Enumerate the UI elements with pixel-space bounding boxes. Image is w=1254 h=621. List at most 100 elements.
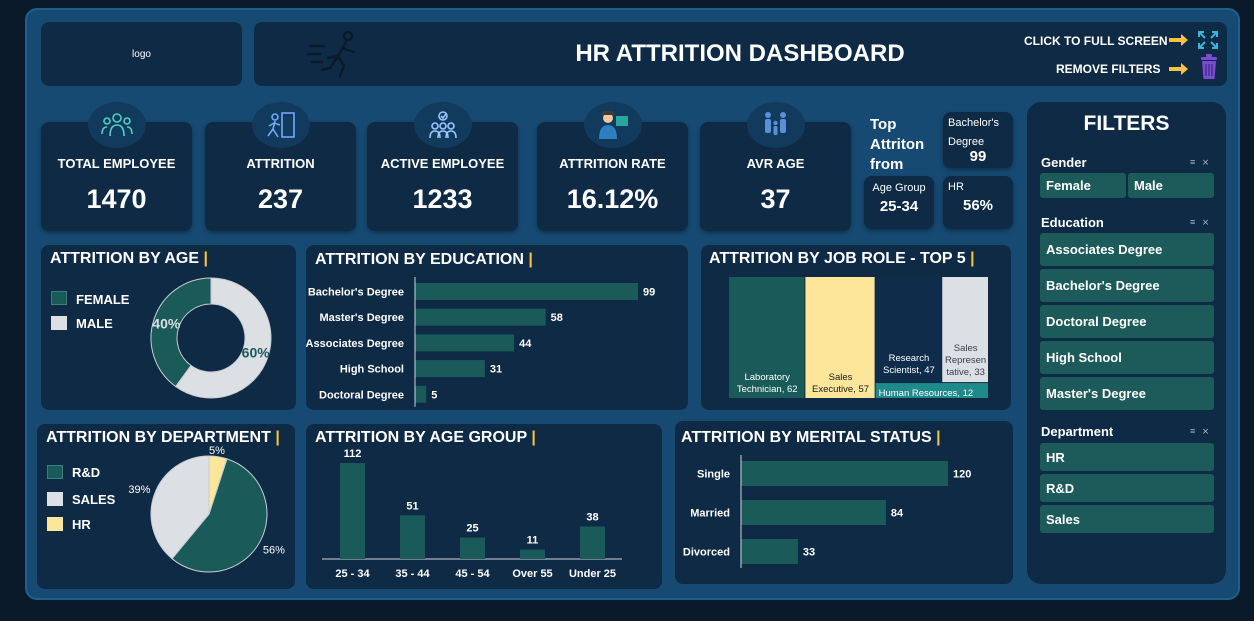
age-group-bar-chart: 112 25 - 34 51 35 - 44 25 45 - 54 11 Over 55 38 U… [322,448,622,580]
legend-label: SALES [72,492,116,507]
bar[interactable] [460,537,485,559]
category-label: Over 55 [512,568,552,580]
data-label: 51 [406,500,418,512]
full-screen-link[interactable]: CLICK TO FULL SCREEN [1014,30,1219,52]
legend-swatch-hr [47,517,63,531]
bar[interactable] [741,500,886,525]
logo-text: logo [132,48,151,60]
data-label: 25 [466,523,478,535]
filter-group-education: Education [1041,215,1104,230]
treemap-cell[interactable] [942,277,988,383]
cell-label: Technician, 62 [737,384,798,395]
attrition-by-job-role-panel: ATTRITION BY JOB ROLE - TOP 5 | Laborato… [701,245,1011,410]
kpi-value: 1470 [86,184,147,214]
header-panel: HR ATTRITION DASHBOARD CLICK TO FULL SCR… [254,22,1227,86]
chart-title-text: ATTRITION BY JOB ROLE - TOP 5 [709,250,966,267]
category-label: 35 - 44 [395,568,430,580]
bar[interactable] [520,549,545,559]
dashboard-title: HR ATTRITION DASHBOARD [575,40,905,67]
data-label: 56% [263,545,285,557]
data-label: 5% [209,445,225,457]
top-department-card: HR 56% [943,176,1013,229]
top-education-card: Bachelor's Degree 99 [943,112,1013,168]
treemap-cell[interactable] [875,277,942,383]
kpi-label: ATTRITION [246,156,315,171]
treemap-cell[interactable] [875,383,988,398]
chart-title: ATTRITION BY EDUCATION | [315,251,533,269]
logo-panel: logo [41,22,242,86]
filter-option-rd[interactable]: R&D [1040,474,1214,502]
cell-label: Represen [945,355,986,366]
category-label: High School [340,364,404,376]
age-donut-chart: 40% 60% [150,277,272,399]
people-group-icon [87,102,146,148]
filter-option-high-school[interactable]: High School [1040,341,1214,374]
filter-option-sales[interactable]: Sales [1040,505,1214,533]
filter-option-female[interactable]: Female [1040,173,1126,198]
cell-label: Human Resources, 12 [879,388,974,399]
title-marker: | [936,429,941,446]
department-pie-chart: 56% 39% 5% [128,445,285,573]
bar[interactable] [340,463,365,559]
family-icon [746,102,805,148]
cell-label: Sales [954,343,978,354]
filter-group-department: Department [1041,424,1114,439]
filter-option-male[interactable]: Male [1128,173,1214,198]
remove-filters-label: REMOVE FILTERS [1056,62,1161,76]
category-label: Under 25 [569,568,616,580]
bar[interactable] [580,526,605,559]
kpi-value: 237 [257,184,304,214]
donut-slice[interactable] [175,277,272,399]
remove-filters-link[interactable]: REMOVE FILTERS [1044,54,1219,82]
bar[interactable] [415,360,485,378]
treemap-cell[interactable] [729,277,805,398]
data-label: 40% [152,315,181,331]
cell-label: Research [889,353,930,364]
kpi-value: 1233 [412,184,473,214]
category-label: Associates Degree [306,338,404,350]
category-label: 45 - 54 [455,568,490,580]
bar[interactable] [400,515,425,559]
treemap-cell[interactable] [805,277,875,398]
trash-icon[interactable] [1198,54,1220,80]
category-label: Doctoral Degree [319,389,404,401]
bar[interactable] [741,461,948,486]
top-education-value: 99 [969,148,987,165]
filter-option-masters-degree[interactable]: Master's Degree [1040,377,1214,410]
pie-slice[interactable] [150,455,210,560]
legend-label: R&D [72,465,101,480]
data-label: 112 [344,448,362,460]
top-age-group-value: 25-34 [879,198,919,215]
multi-select-icon[interactable]: ≡ ⨯ [1190,217,1212,227]
marital-bar-chart: Single 120 Married 84 Divorced 33 [683,455,971,568]
kpi-avr-age: AVR AGE 37 [700,102,851,231]
education-bar-chart: Bachelor's Degree 99 Master's Degree 58 Asso… [306,277,655,407]
filter-option-doctoral-degree[interactable]: Doctoral Degree [1040,305,1214,338]
kpi-label: ACTIVE EMPLOYEE [380,156,505,171]
bar[interactable] [415,334,515,352]
multi-select-icon[interactable]: ≡ ⨯ [1190,426,1212,436]
expand-icon[interactable] [1197,30,1219,50]
top-education-label: Bachelor's Degree [948,117,1000,148]
running-man-icon [306,30,356,78]
filter-option-bachelors-degree[interactable]: Bachelor's Degree [1040,269,1214,302]
multi-select-icon[interactable]: ≡ ⨯ [1190,157,1212,167]
bar[interactable] [741,539,798,564]
chart-title-text: ATTRITION BY DEPARTMENT [46,429,271,446]
title-marker: | [203,250,208,267]
category-label: 25 - 34 [335,568,370,580]
filter-option-associates-degree[interactable]: Associates Degree [1040,233,1214,266]
pie-slice[interactable] [208,455,228,515]
pie-slice[interactable] [171,458,268,573]
bar[interactable] [415,308,546,326]
kpi-active-employee: ACTIVE EMPLOYEE 1233 [367,102,518,231]
category-label: Single [697,469,730,481]
bar[interactable] [415,385,427,403]
title-marker: | [531,429,536,446]
kpi-attrition-rate: ATTRITION RATE 16.12% [537,102,688,231]
filter-option-hr[interactable]: HR [1040,443,1214,471]
bar[interactable] [415,283,638,300]
kpi-label: AVR AGE [746,156,805,171]
top-department-value: 56% [962,197,994,214]
donut-slice[interactable] [150,277,212,388]
